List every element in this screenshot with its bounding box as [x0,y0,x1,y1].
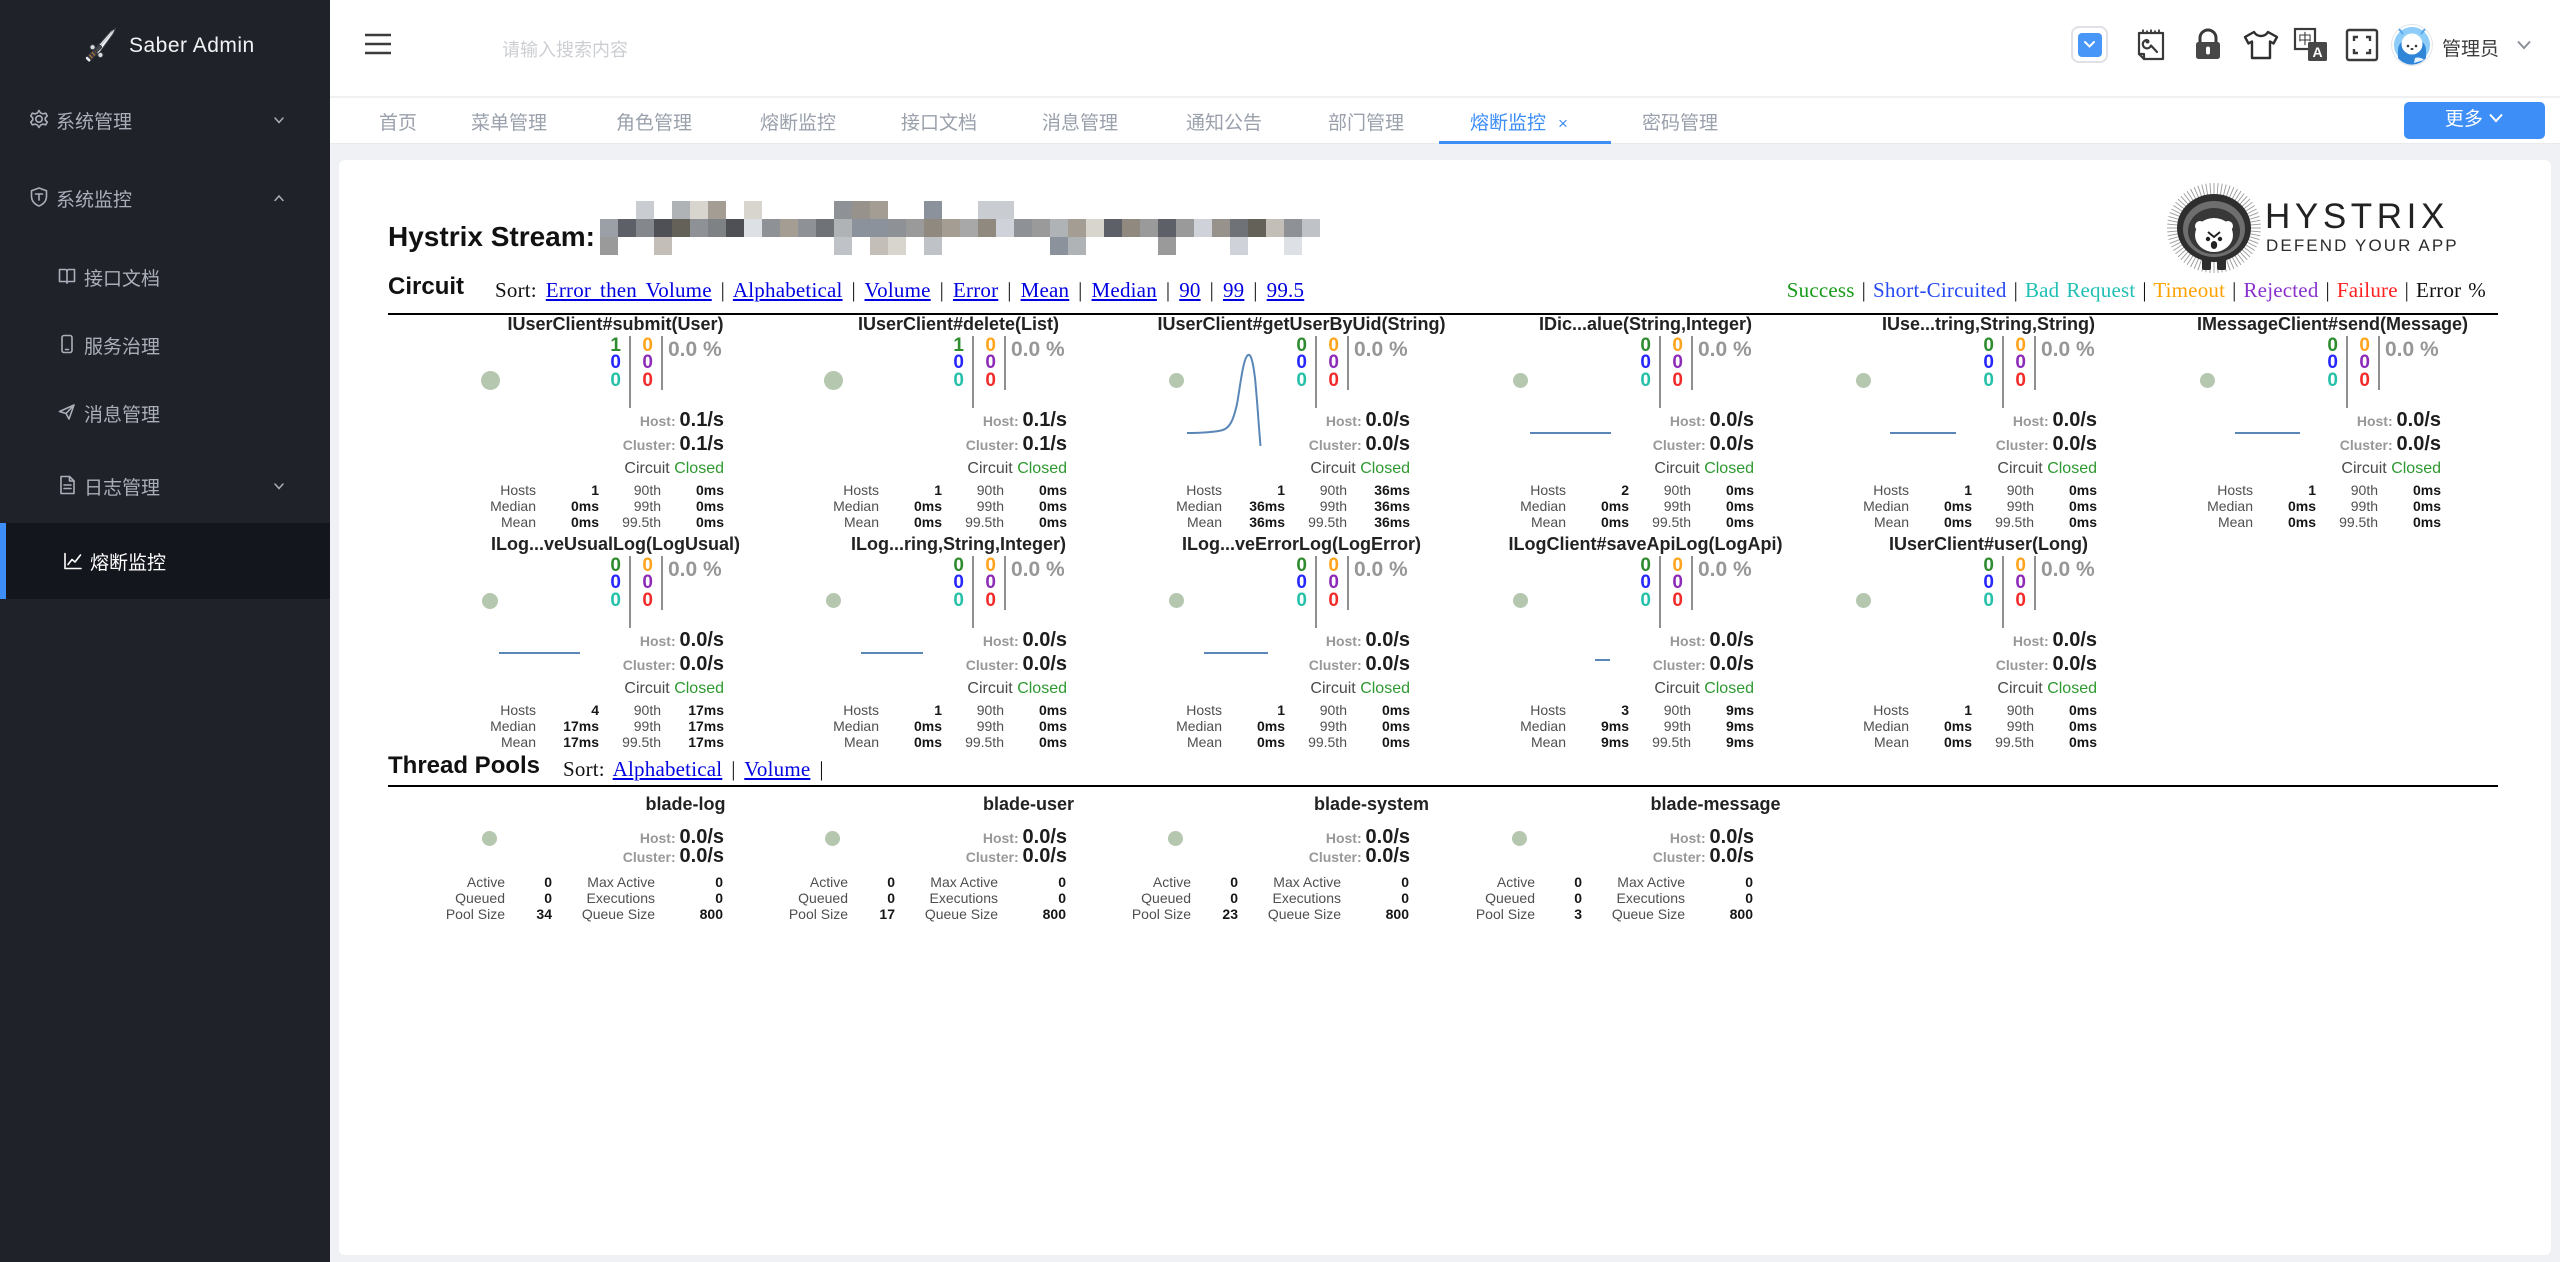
svg-text:A: A [2312,44,2322,60]
